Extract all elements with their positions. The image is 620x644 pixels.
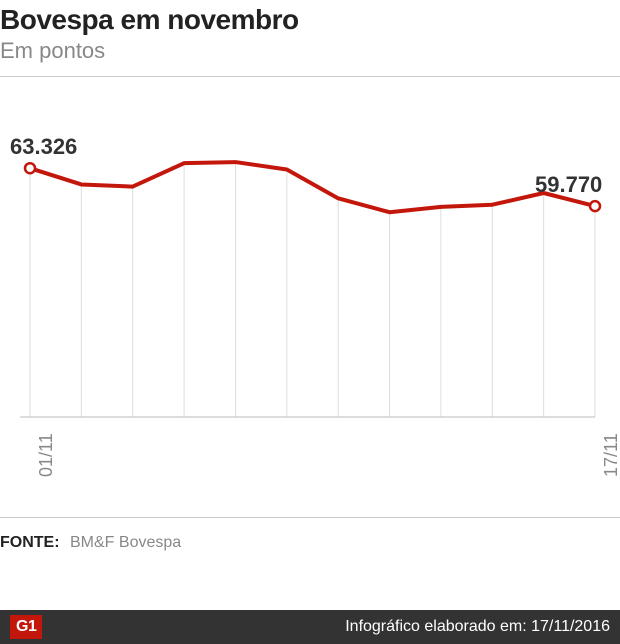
- x-axis-last-label: 17/11: [601, 433, 620, 477]
- source-value: BM&F Bovespa: [70, 534, 181, 551]
- line-chart: 63.326 59.770 01/11 17/11: [0, 77, 620, 517]
- logo: G1: [10, 615, 42, 639]
- chart-subtitle: Em pontos: [0, 38, 620, 64]
- chart-title: Bovespa em novembro: [0, 4, 620, 36]
- chart-svg: [0, 77, 620, 517]
- first-point-label: 63.326: [10, 134, 77, 160]
- footer: G1 Infográfico elaborado em: 17/11/2016: [0, 610, 620, 644]
- footer-text: Infográfico elaborado em: 17/11/2016: [345, 618, 610, 636]
- source: FONTE: BM&F Bovespa: [0, 518, 620, 568]
- header: Bovespa em novembro Em pontos: [0, 0, 620, 64]
- source-label: FONTE:: [0, 534, 60, 551]
- x-axis-first-label: 01/11: [36, 433, 57, 477]
- last-point-label: 59.770: [535, 172, 602, 198]
